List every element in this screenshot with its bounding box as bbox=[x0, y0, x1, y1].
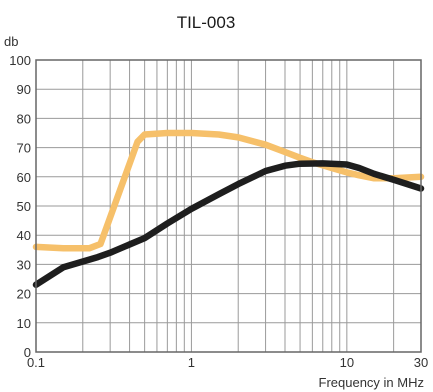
x-tick-label: 10 bbox=[340, 355, 354, 370]
y-tick-label: 20 bbox=[17, 287, 31, 302]
y-tick-label: 30 bbox=[17, 257, 31, 272]
y-tick-label: 70 bbox=[17, 141, 31, 156]
y-tick-label: 0 bbox=[24, 345, 31, 360]
y-tick-label: 50 bbox=[17, 199, 31, 214]
y-tick-label: 10 bbox=[17, 316, 31, 331]
y-tick-label: 40 bbox=[17, 228, 31, 243]
series-lines bbox=[32, 129, 425, 289]
y-tick-label: 90 bbox=[17, 82, 31, 97]
y-tick-label: 80 bbox=[17, 111, 31, 126]
chart-title: TIL-003 bbox=[177, 13, 236, 32]
series-line-1 bbox=[32, 129, 425, 252]
gridlines bbox=[35, 59, 422, 353]
series-line-2 bbox=[32, 160, 425, 289]
y-tick-label: 60 bbox=[17, 170, 31, 185]
x-axis-label: Frequency in MHz bbox=[319, 375, 424, 390]
x-tick-label: 30 bbox=[414, 355, 428, 370]
y-axis-label: db bbox=[4, 34, 18, 49]
x-tick-label: 0.1 bbox=[27, 355, 45, 370]
x-tick-labels: 0.1 1 10 30 bbox=[27, 355, 428, 370]
y-tick-labels: 0 10 20 30 40 50 60 70 80 90 100 bbox=[9, 53, 31, 360]
y-tick-label: 100 bbox=[9, 53, 31, 68]
x-tick-label: 1 bbox=[188, 355, 195, 370]
plot-frame bbox=[35, 59, 422, 353]
